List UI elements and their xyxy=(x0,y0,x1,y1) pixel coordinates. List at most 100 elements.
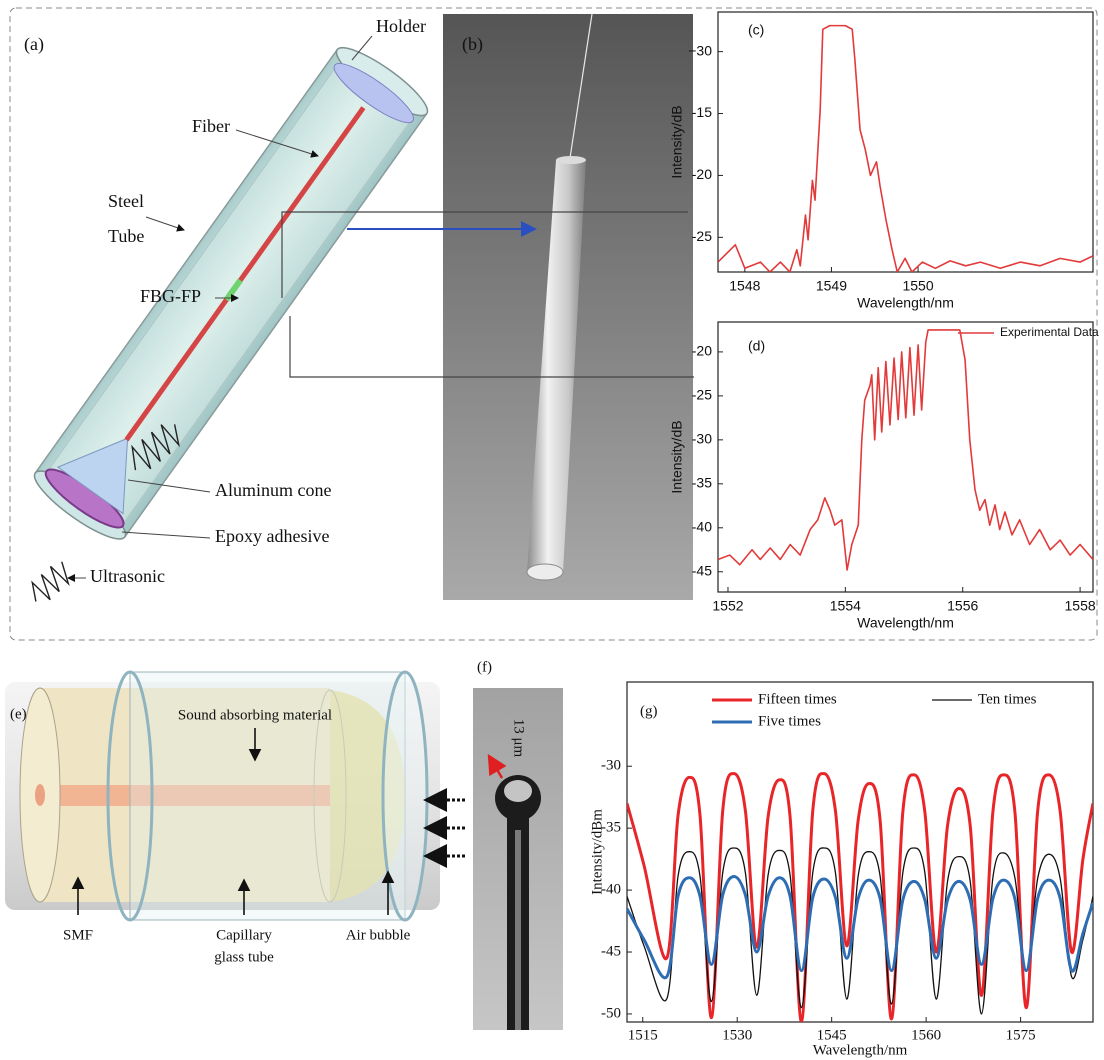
x-axis-label: Wavelength/nm xyxy=(857,615,954,631)
x-tick-label: 1560 xyxy=(911,1027,941,1043)
y-axis-label: Intensity/dBm xyxy=(589,809,605,895)
diagram-label: Capillary xyxy=(216,927,272,943)
y-axis-label: Intensity/dB xyxy=(669,105,685,178)
y-tick-label: -45 xyxy=(601,943,621,959)
diagram-label: Epoxy adhesive xyxy=(215,526,329,546)
path xyxy=(131,424,180,471)
x-tick-label: 1549 xyxy=(816,278,847,294)
g: (e) Sound absorbing material SMF Capilla… xyxy=(10,706,411,965)
diagram-label: Steel xyxy=(108,191,144,211)
diagram-label: FBG-FP xyxy=(140,286,201,306)
x-tick-label: 1530 xyxy=(722,1027,752,1043)
y-tick-label: -25 xyxy=(692,228,712,244)
line xyxy=(127,479,211,493)
x-tick-label: 1554 xyxy=(830,598,861,614)
diagram-label: Ultrasonic xyxy=(90,566,165,586)
x-tick-label: 1556 xyxy=(947,598,978,614)
data-line xyxy=(627,874,1093,980)
y-tick-label: -50 xyxy=(601,1005,621,1021)
ellipse xyxy=(381,670,429,922)
g: (a) Holder Fiber Steel Tube FBG-FP Alumi… xyxy=(24,16,426,586)
ellipse xyxy=(106,670,154,922)
x-tick-label: 1515 xyxy=(628,1027,658,1043)
diagram-label: SMF xyxy=(63,927,93,943)
panel-border xyxy=(9,7,1098,641)
polygon xyxy=(527,160,586,572)
rect xyxy=(129,671,406,921)
y-tick-label: -35 xyxy=(692,475,712,491)
line xyxy=(351,35,373,61)
x-tick-label: 1550 xyxy=(902,278,933,294)
line xyxy=(223,278,243,302)
line xyxy=(121,531,211,539)
ellipse xyxy=(313,689,347,903)
legend-label: Fifteen times xyxy=(758,691,837,707)
capillary-diagram xyxy=(5,670,465,922)
x-tick-label: 1545 xyxy=(817,1027,847,1043)
ellipse xyxy=(333,63,415,124)
chart: -20 -25 -30 -35 -40 -45 1552 1554 1556 1558 Wavele… xyxy=(669,321,1099,631)
y-tick-label: -40 xyxy=(692,519,712,535)
panel-label: (a) xyxy=(24,34,44,55)
plot-frame xyxy=(717,11,1094,273)
polygon xyxy=(56,437,129,515)
path xyxy=(31,561,70,602)
connector xyxy=(289,316,694,378)
y-tick-label: -45 xyxy=(692,562,712,578)
line xyxy=(569,13,593,159)
y-tick-label: -20 xyxy=(692,343,712,359)
y-tick-label: −30 xyxy=(688,42,712,58)
ellipse xyxy=(504,780,532,802)
panel-label: (b) xyxy=(462,34,483,55)
y-tick-label: -20 xyxy=(692,166,712,182)
y-tick-label: -30 xyxy=(601,758,621,774)
connector xyxy=(281,211,688,298)
rod-photo xyxy=(443,13,693,600)
x-tick-label: 1552 xyxy=(712,598,743,614)
g: (f) 13 μm xyxy=(477,659,527,757)
ellipse xyxy=(556,156,586,164)
panel-label: (f) xyxy=(477,659,492,675)
line xyxy=(487,753,507,779)
bubble-photo xyxy=(473,688,563,1030)
y-tick-label: -35 xyxy=(601,820,621,836)
legend-label: Five times xyxy=(758,713,821,729)
g xyxy=(33,46,429,540)
diagram-label: Aluminum cone xyxy=(215,480,331,500)
ellipse xyxy=(35,784,45,806)
line xyxy=(235,129,319,158)
panel-label: (e) xyxy=(10,706,27,722)
x-tick-label: 1575 xyxy=(1006,1027,1036,1043)
diagram-label: Air bubble xyxy=(346,927,411,943)
y-tick-label: -15 xyxy=(692,104,712,120)
line xyxy=(145,216,185,232)
x-tick-label: 1548 xyxy=(729,278,760,294)
x-tick-label: 1558 xyxy=(1065,598,1096,614)
diagram-label: glass tube xyxy=(214,949,274,965)
y-tick-label: -30 xyxy=(692,431,712,447)
panel-label: (d) xyxy=(748,338,765,354)
x-axis-label: Wavelength/nm xyxy=(813,1042,908,1058)
legend-label: Ten times xyxy=(978,691,1037,707)
rect xyxy=(515,830,521,1030)
x-axis-label: Wavelength/nm xyxy=(857,295,954,311)
legend-label: Experimental Data xyxy=(1000,325,1099,339)
ellipse xyxy=(526,563,564,581)
scale-label: 13 μm xyxy=(511,719,527,758)
y-axis-label: Intensity/dB xyxy=(669,420,685,493)
data-line xyxy=(718,24,1093,272)
plot-frame xyxy=(626,681,1094,1023)
plot-frame xyxy=(717,321,1094,593)
panel-label: (g) xyxy=(640,703,658,719)
panel-label: (c) xyxy=(748,22,764,38)
chart: -30 -35 -40 -45 -50 1515 1530 1545 1560 1575 Wavel… xyxy=(589,681,1094,1058)
diagram-label: Sound absorbing material xyxy=(178,707,332,723)
y-tick-label: -40 xyxy=(601,882,621,898)
diagram-label: Holder xyxy=(376,16,426,36)
y-tick-label: -25 xyxy=(692,387,712,403)
diagram-label: Fiber xyxy=(192,116,230,136)
